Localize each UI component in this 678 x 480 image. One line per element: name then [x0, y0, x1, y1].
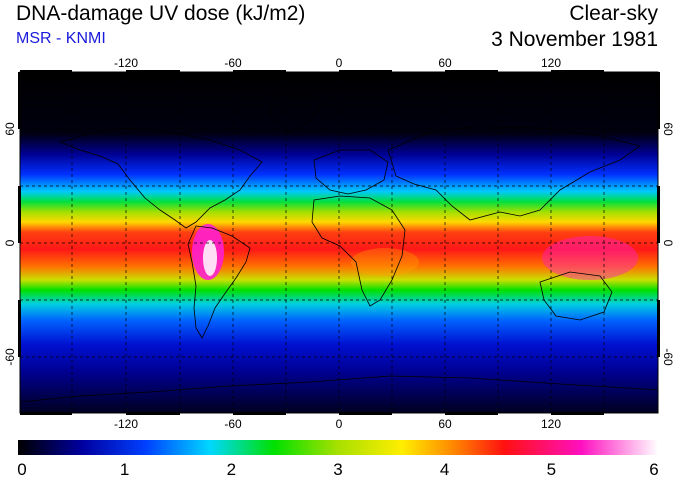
lon-tick-bottom-60: 60 [438, 417, 452, 431]
lat-tick-left-0: 0 [3, 239, 17, 246]
lon-tick-top-60: 60 [438, 56, 452, 70]
sky-condition-label: Clear-sky [569, 2, 658, 25]
colorbar-labels: 0 1 2 3 4 5 6 [17, 460, 658, 479]
colorbar [18, 440, 658, 455]
map-subtitle: MSR - KNMI [16, 30, 106, 47]
colorbar-label-4: 4 [440, 460, 449, 479]
date-label: 3 November 1981 [491, 28, 658, 51]
graticule [20, 72, 658, 413]
colorbar-label-5: 5 [547, 460, 556, 479]
lon-tick-bottom-minus-120: -120 [114, 417, 138, 431]
lat-tick-left-60: 60 [3, 122, 17, 136]
colorbar-label-1: 1 [120, 460, 129, 479]
lon-tick-bottom-0: 0 [336, 417, 343, 431]
lat-tick-right-60: 60 [661, 122, 675, 136]
map-title: DNA-damage UV dose (kJ/m2) [16, 2, 306, 25]
lon-tick-top-minus-60: -60 [224, 56, 242, 70]
lat-tick-left-minus-60: -60 [3, 348, 17, 366]
colorbar-label-2: 2 [227, 460, 236, 479]
map-frame [18, 70, 660, 415]
lon-tick-bottom-120: 120 [541, 417, 561, 431]
pacific-high-dose-patch [542, 236, 638, 280]
colorbar-label-3: 3 [333, 460, 342, 479]
lon-tick-top-minus-120: -120 [114, 56, 138, 70]
lon-tick-bottom-minus-60: -60 [224, 417, 242, 431]
colorbar-label-6: 6 [649, 460, 658, 479]
lon-tick-top-0: 0 [336, 56, 343, 70]
lat-tick-right-0: 0 [661, 240, 675, 247]
lat-tick-right-minus-60: -60 [661, 348, 675, 366]
lon-tick-top-120: 120 [541, 56, 561, 70]
colorbar-label-0: 0 [17, 460, 26, 479]
